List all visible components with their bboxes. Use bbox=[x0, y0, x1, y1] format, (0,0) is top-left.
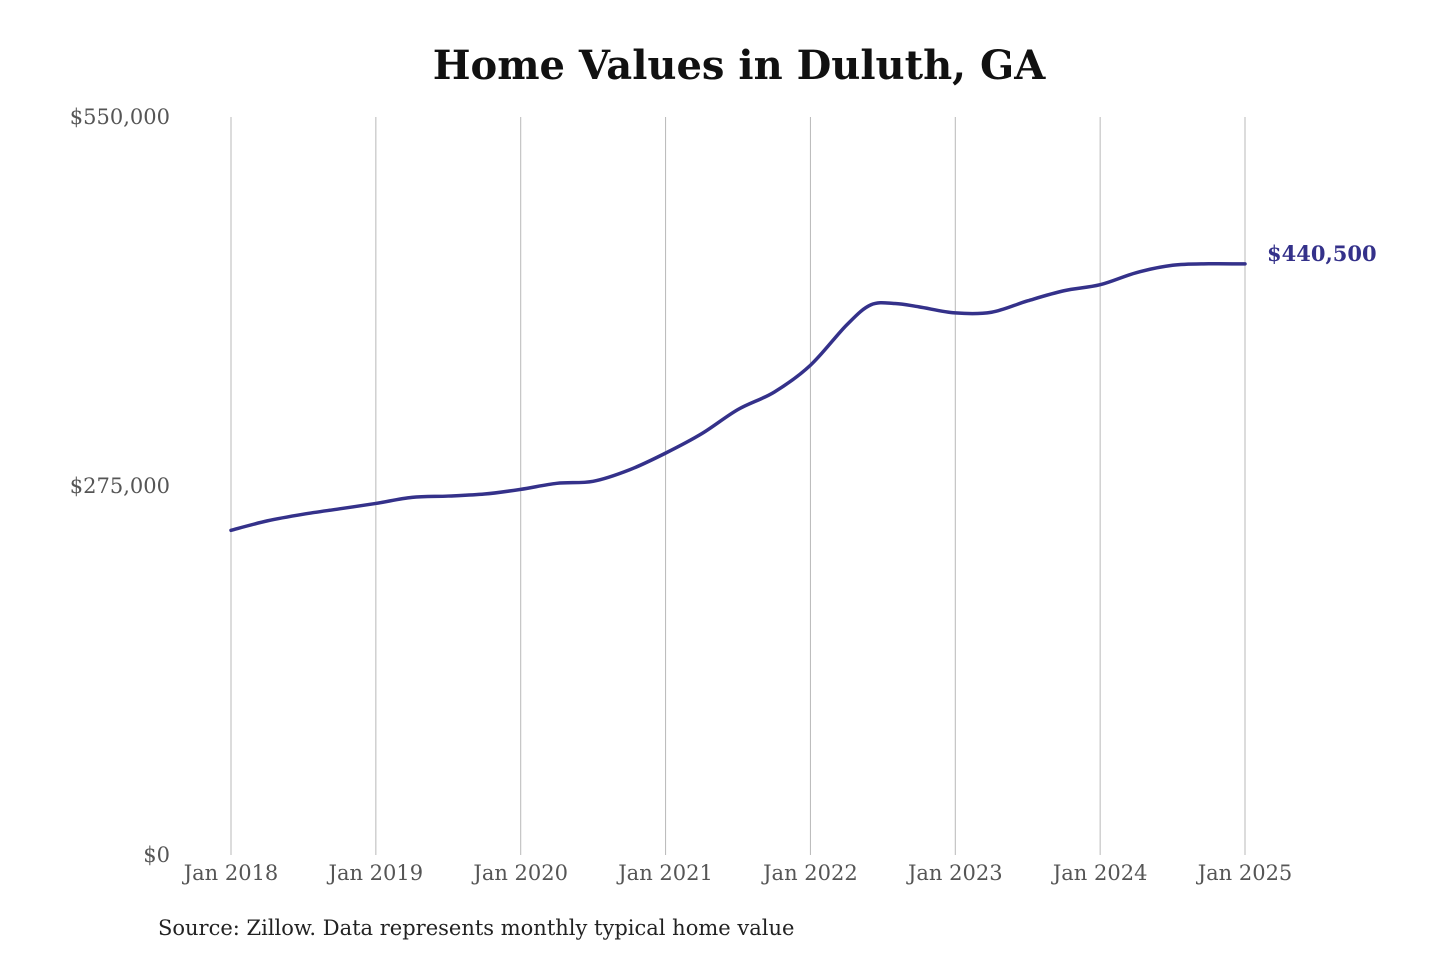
source-note: Source: Zillow. Data represents monthly … bbox=[158, 916, 795, 940]
x-tick-label: Jan 2020 bbox=[471, 861, 568, 885]
x-tick-label: Jan 2023 bbox=[906, 861, 1003, 885]
series-layer bbox=[229, 261, 1247, 533]
x-tick-label: Jan 2024 bbox=[1051, 861, 1148, 885]
x-tick-label: Jan 2018 bbox=[182, 861, 279, 885]
x-tick-label: Jan 2025 bbox=[1196, 861, 1293, 885]
gridlines bbox=[230, 117, 1246, 855]
end-value-label: $440,500 bbox=[1267, 241, 1377, 266]
y-tick-label: $275,000 bbox=[70, 474, 170, 498]
x-tick-label: Jan 2021 bbox=[616, 861, 713, 885]
x-tick-label: Jan 2019 bbox=[327, 861, 424, 885]
chart-title: Home Values in Duluth, GA bbox=[432, 42, 1046, 89]
x-axis: Jan 2018 Jan 2019 Jan 2020 Jan 2021 Jan 2022… bbox=[182, 861, 1293, 885]
x-tick-label: Jan 2022 bbox=[761, 861, 858, 885]
y-axis: $0 $275,000 $550,000 bbox=[70, 105, 170, 867]
y-tick-label: $0 bbox=[143, 843, 170, 867]
series-line bbox=[229, 261, 1247, 533]
y-tick-label: $550,000 bbox=[70, 105, 170, 129]
